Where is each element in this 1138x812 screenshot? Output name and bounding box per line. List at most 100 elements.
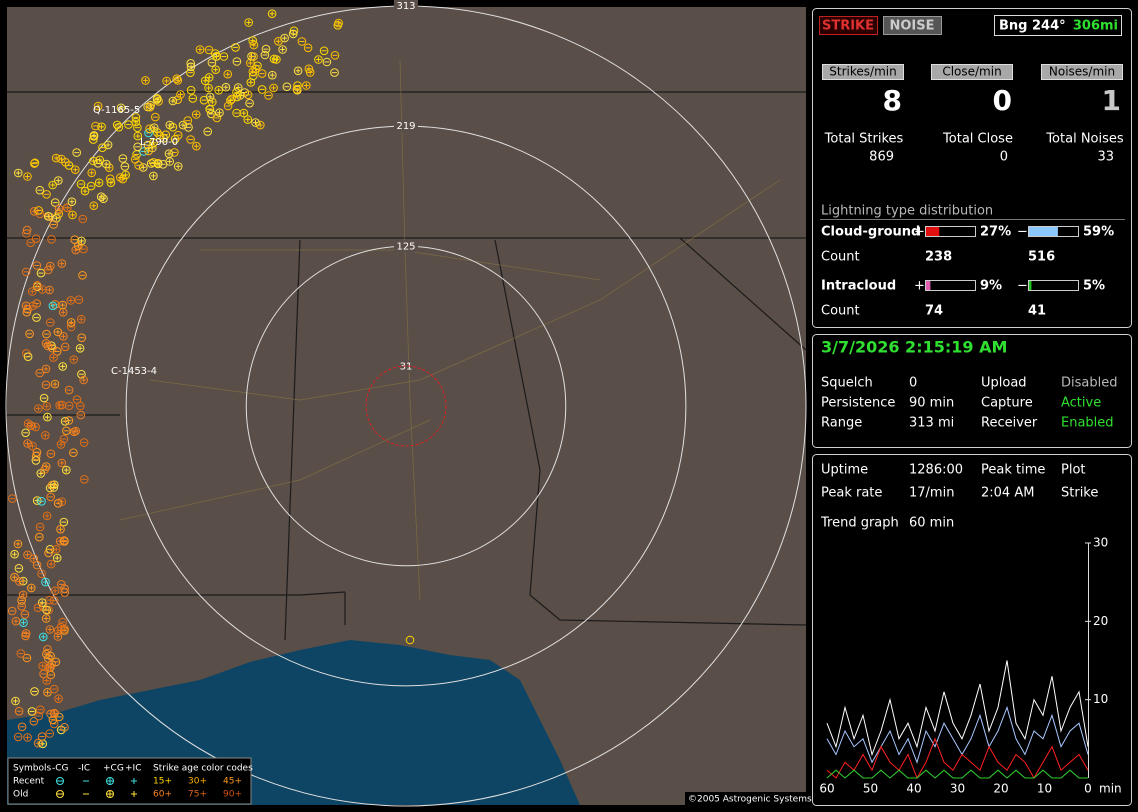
strike-circle xyxy=(178,120,188,130)
strike-symbol xyxy=(205,92,215,102)
noise-button[interactable] xyxy=(883,16,942,35)
strike-circle xyxy=(23,733,32,742)
strike-symbol xyxy=(13,539,23,549)
strike-symbol xyxy=(304,64,314,74)
strike-circle xyxy=(293,66,303,76)
legend-age: 60+ xyxy=(153,790,172,800)
strike-circle xyxy=(405,635,415,645)
strike-circle xyxy=(63,203,72,213)
bar xyxy=(926,227,940,236)
strike-circle xyxy=(248,36,257,45)
strike-symbol xyxy=(21,267,31,277)
strike-circle xyxy=(243,115,253,124)
strike-circle xyxy=(21,301,31,311)
x-tick-label: 30 xyxy=(950,782,965,796)
strike-circle xyxy=(17,596,26,605)
strike-circle xyxy=(87,168,96,178)
rate-button[interactable] xyxy=(1041,64,1123,80)
strike-circle xyxy=(35,368,45,378)
strike-circle xyxy=(60,417,70,426)
trend-value: 60 min xyxy=(909,516,954,531)
strike-circle xyxy=(39,632,48,642)
legend-box xyxy=(7,757,252,805)
rate-label: Noises/min xyxy=(1049,65,1115,79)
rate-button[interactable] xyxy=(931,64,1013,80)
strike-circle xyxy=(57,400,67,410)
trend-line xyxy=(826,705,1089,764)
status-cell: Persistence xyxy=(821,396,895,411)
strike-button[interactable] xyxy=(819,16,878,35)
strike-symbol xyxy=(203,127,212,136)
strike-circle xyxy=(18,590,28,600)
count: 516 xyxy=(1028,250,1055,265)
strike-circle xyxy=(172,74,182,83)
stats-cell: 1286:00 xyxy=(909,463,963,478)
legend-age: 45+ xyxy=(223,777,242,787)
strike-circle xyxy=(60,537,69,546)
datetime: 3/7/2026 2:15:19 AM xyxy=(821,338,1007,357)
x-tick-label: 10 xyxy=(1037,782,1052,796)
strike-circle xyxy=(36,705,45,715)
strike-circle xyxy=(243,90,253,100)
strike-symbol xyxy=(130,155,140,164)
count-label: Count xyxy=(821,304,860,319)
strike-symbol xyxy=(162,76,171,86)
strike-circle xyxy=(40,465,50,474)
strike-symbol xyxy=(251,64,260,74)
strike-circle xyxy=(46,261,55,271)
rate-value: 0 xyxy=(993,84,1012,117)
strike-circle xyxy=(176,90,185,99)
strike-symbol xyxy=(41,364,51,374)
strike-circle xyxy=(59,332,68,341)
ring-label-bg xyxy=(394,120,418,133)
percent: 27% xyxy=(980,225,1011,240)
strike-circle xyxy=(79,438,89,447)
strike-symbol xyxy=(221,82,231,92)
total-label: Total Strikes xyxy=(824,132,904,147)
strike-circle xyxy=(72,395,82,404)
strike-circle xyxy=(203,127,212,136)
strike-symbol xyxy=(30,159,39,168)
strike-circle xyxy=(48,180,58,190)
strike-circle xyxy=(98,143,107,152)
strike-circle xyxy=(103,140,113,150)
strike-symbol xyxy=(42,402,52,411)
rate-button[interactable] xyxy=(822,64,904,80)
strike-symbol xyxy=(41,431,50,440)
strike-symbol xyxy=(29,207,39,216)
strike-symbol xyxy=(219,52,229,61)
strike-symbol xyxy=(17,596,26,605)
strike-symbol xyxy=(98,143,107,152)
strike-circle xyxy=(37,497,46,506)
strike-circle xyxy=(249,52,258,61)
copyright: ©2005 Astrogenic Systems xyxy=(688,795,812,805)
strike-circle xyxy=(239,108,249,118)
strike-symbol xyxy=(330,51,340,60)
strike-symbol xyxy=(52,347,62,356)
strike-symbol xyxy=(145,124,154,133)
strike-symbol xyxy=(227,94,236,104)
strike-symbol xyxy=(173,162,183,171)
strike-circle xyxy=(57,458,67,468)
strike-symbol xyxy=(10,549,19,559)
strike-circle xyxy=(38,661,48,671)
strike-symbol xyxy=(149,138,158,148)
strike-circle xyxy=(116,103,126,113)
status-cell: Squelch xyxy=(821,376,873,391)
strike-circle xyxy=(42,605,51,615)
copyright-bg xyxy=(685,792,806,805)
strike-symbol xyxy=(133,131,143,141)
strike-symbol xyxy=(151,112,160,122)
strike-circle xyxy=(44,548,53,558)
strike-symbol xyxy=(257,85,267,94)
strike-symbol xyxy=(89,156,98,166)
strike-circle xyxy=(14,706,24,716)
strike-symbol xyxy=(39,632,48,642)
strike-circle xyxy=(257,85,267,94)
strike-circle xyxy=(49,596,59,605)
strike-circle xyxy=(205,104,214,114)
strike-circle xyxy=(62,465,71,475)
strike-symbol xyxy=(49,483,59,492)
strike-symbol xyxy=(314,55,323,64)
strike-circle xyxy=(7,606,17,616)
